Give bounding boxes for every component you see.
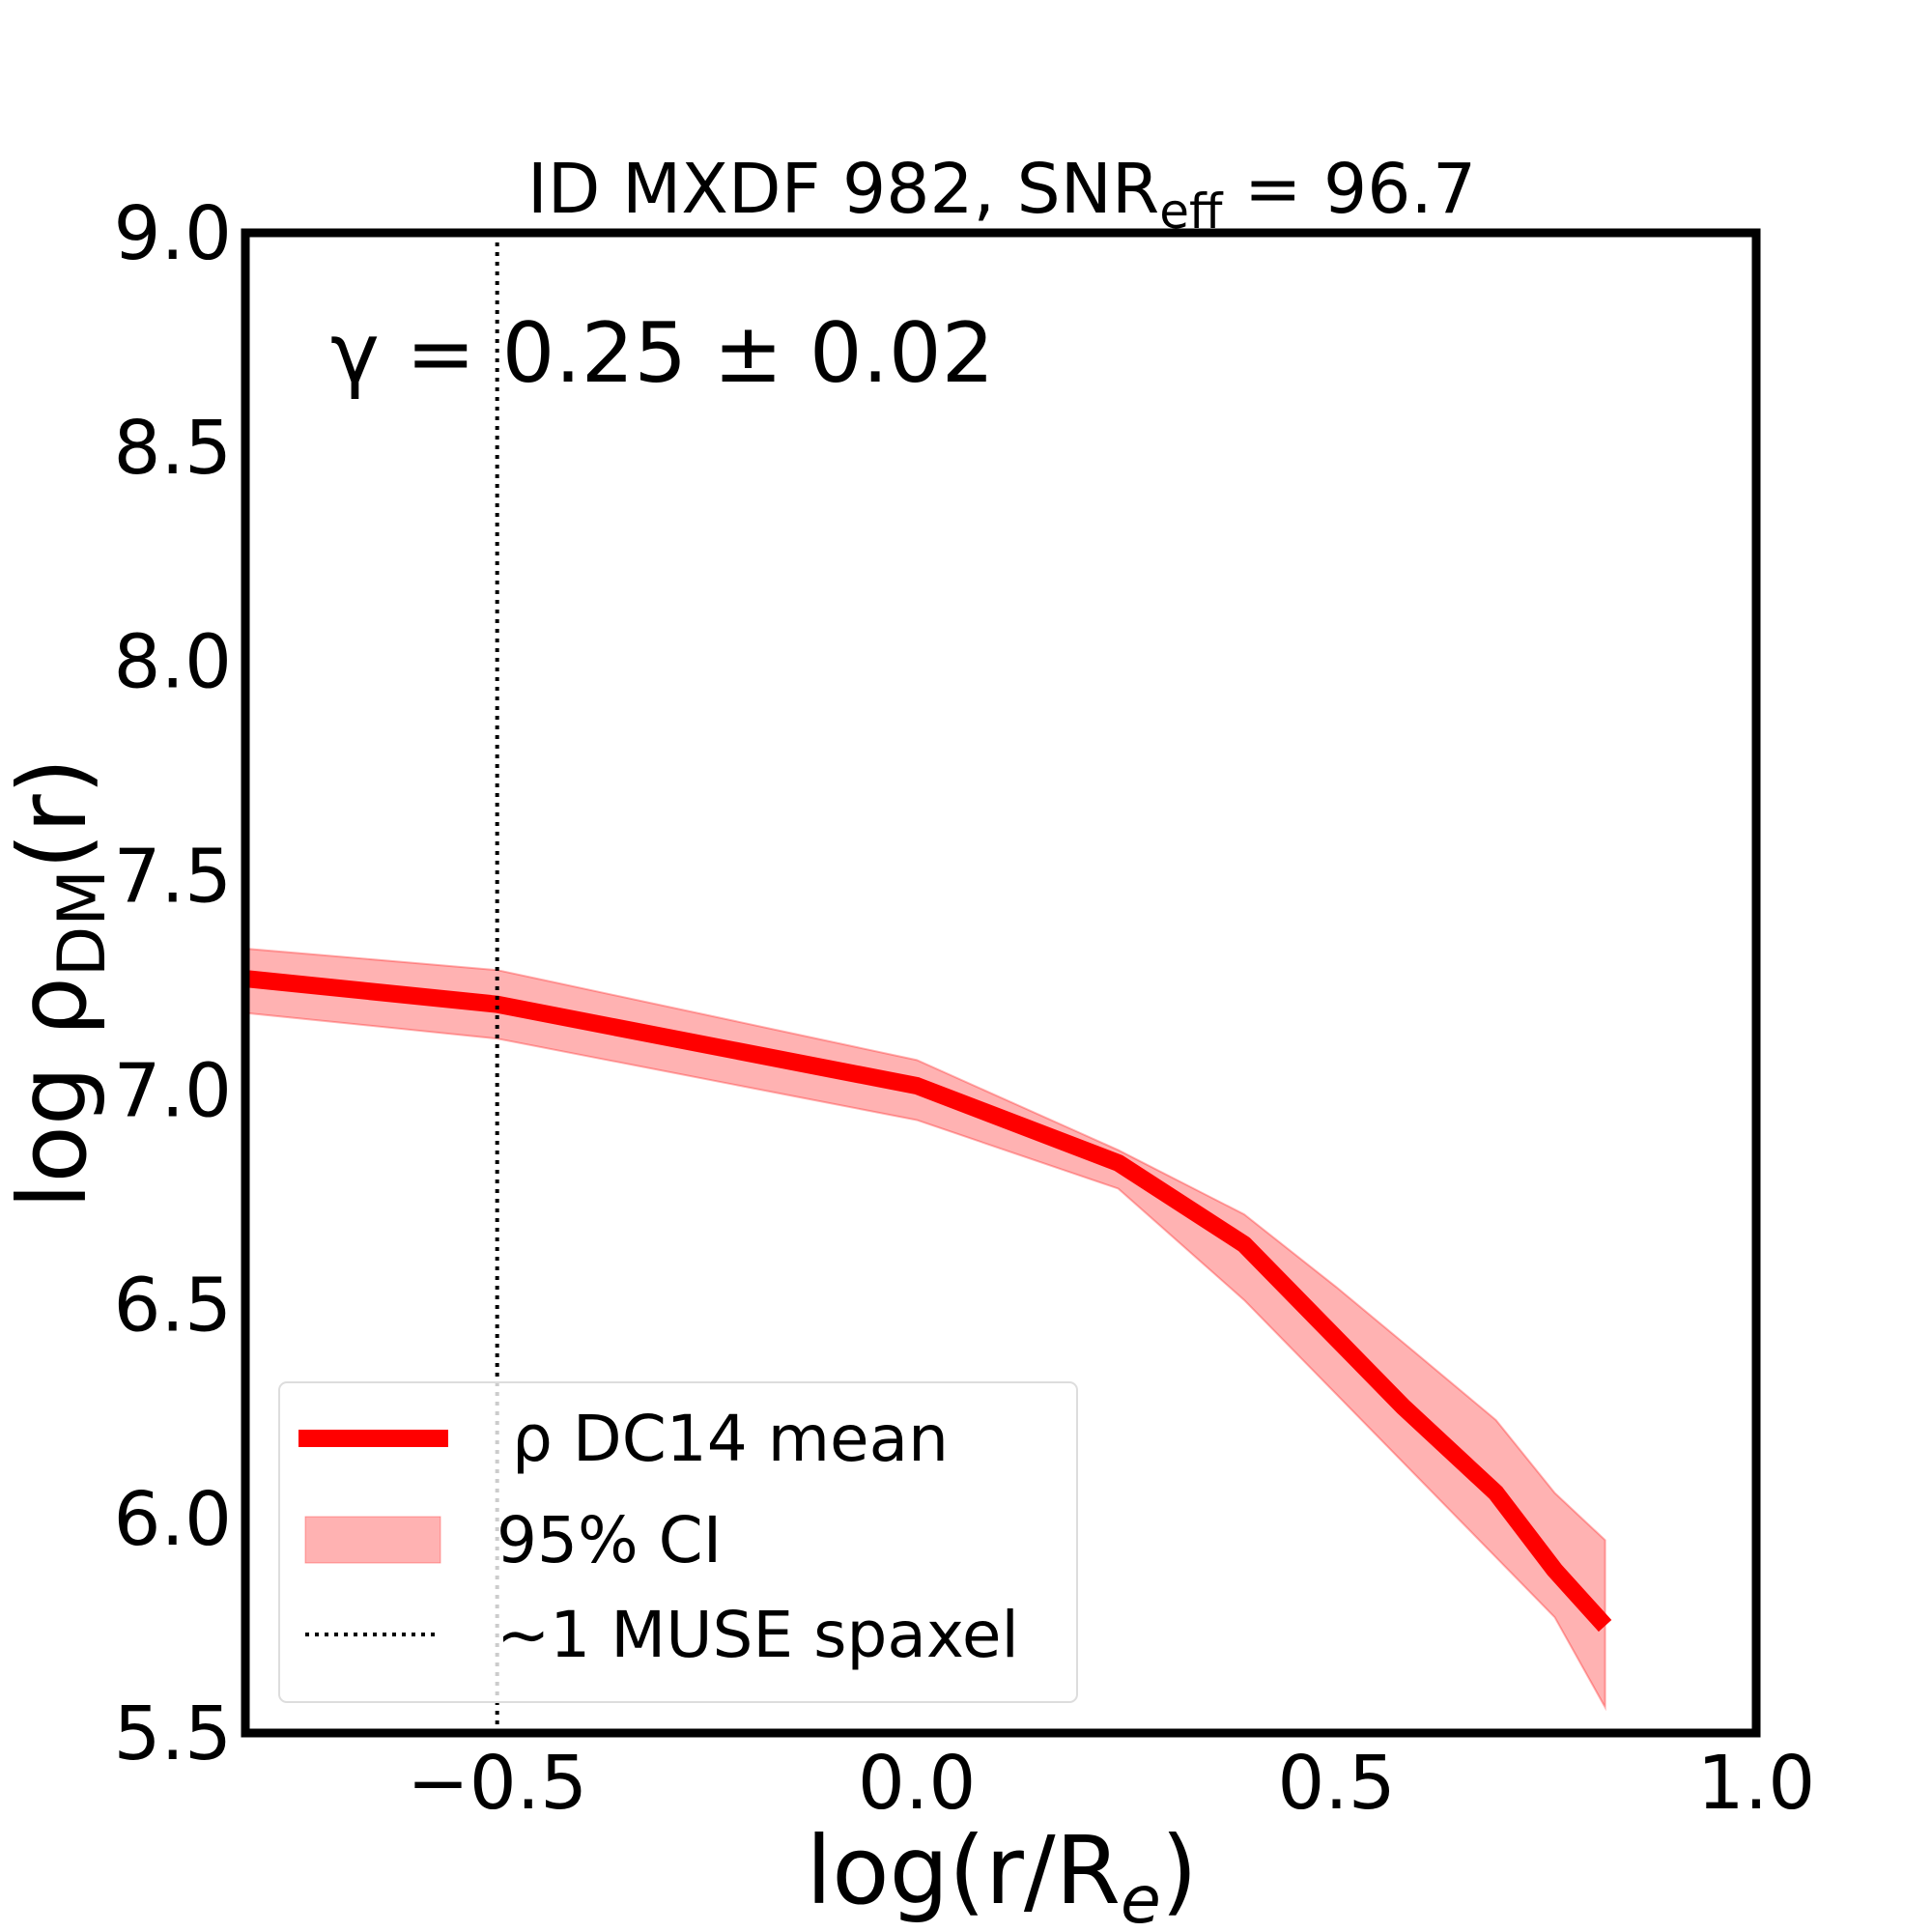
legend-label: ρ DC14 mean [512, 1402, 949, 1476]
y-tick-label: 6.5 [114, 1263, 232, 1349]
legend-box [278, 1381, 1078, 1703]
y-tick-label: 9.0 [114, 191, 232, 277]
legend-label: 95% CI [497, 1503, 722, 1577]
y-tick-label: 7.0 [114, 1048, 232, 1134]
legend-label: ∼1 MUSE spaxel [497, 1598, 1019, 1672]
title-text: ID MXDF 982, SNR [527, 149, 1159, 229]
x-tick-label: 1.0 [1697, 1741, 1815, 1827]
y-axis-label: log ρDM(r) [0, 758, 121, 1209]
y-label-text: (r) [0, 758, 107, 870]
x-axis-label: log(r/Re) [806, 1816, 1197, 1932]
x-tick-label: 0.0 [858, 1741, 976, 1827]
y-tick-label: 8.0 [114, 620, 232, 706]
x-tick-label: −0.5 [407, 1741, 587, 1827]
x-label-text: log(r/R [806, 1816, 1121, 1925]
chart-title: ID MXDF 982, SNReff = 96.7 [527, 149, 1476, 240]
y-tick-label: 7.5 [114, 835, 232, 921]
legend-patch [304, 1516, 441, 1564]
title-text: = 96.7 [1222, 149, 1476, 229]
y-tick-label: 8.5 [114, 406, 232, 492]
x-label-sub: e [1121, 1862, 1161, 1932]
y-label-sub: DM [44, 869, 121, 977]
plot-frame [241, 228, 1761, 1738]
y-label-text: log ρ [0, 977, 107, 1208]
x-label-text: ) [1161, 1816, 1198, 1925]
y-tick-label: 6.0 [114, 1477, 232, 1563]
mean-line [244, 970, 1612, 1633]
x-tick-label: 0.5 [1277, 1741, 1395, 1827]
annotation: γ = 0.25 ± 0.02 [330, 305, 994, 402]
y-tick-label: 5.5 [114, 1691, 232, 1777]
